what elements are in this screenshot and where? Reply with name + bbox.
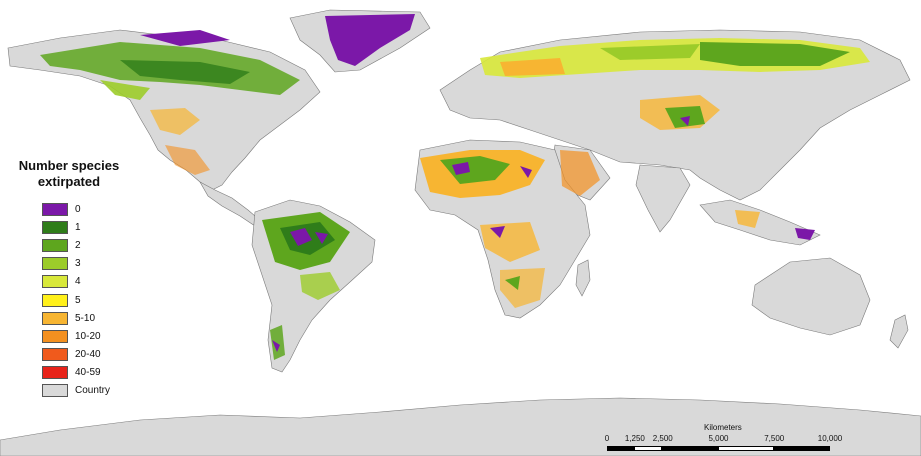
legend-swatch xyxy=(42,384,68,398)
legend-label: Country xyxy=(75,385,111,397)
legend-label: 1 xyxy=(75,221,81,233)
legend-label: 20-40 xyxy=(75,349,101,361)
legend-items: 0 1 2 3 4 5 5-10 10-20 20-40 40-59 Country xyxy=(42,200,144,400)
legend-item: 4 xyxy=(42,273,144,291)
legend-title-line1: Number species xyxy=(18,158,120,173)
scale-tick-label: 7,500 xyxy=(764,434,785,443)
legend-item: 20-40 xyxy=(42,346,144,364)
scale-segment xyxy=(607,446,634,451)
antarctica xyxy=(0,397,921,456)
scale-segment xyxy=(634,446,662,451)
legend-swatch xyxy=(42,275,68,289)
legend-item: 0 xyxy=(42,200,144,218)
scale-segment xyxy=(718,446,774,451)
new-zealand xyxy=(889,314,909,349)
legend-item: 5 xyxy=(42,291,144,309)
scale-tick-label: 2,500 xyxy=(652,434,673,443)
legend-item: 10-20 xyxy=(42,327,144,345)
legend-label: 2 xyxy=(75,239,81,251)
legend-swatch xyxy=(42,348,68,362)
legend-label: 5 xyxy=(75,294,81,306)
legend-label: 4 xyxy=(75,276,81,288)
scale-title: Kilometers xyxy=(704,423,742,432)
legend-swatch xyxy=(42,202,68,216)
scale-segment xyxy=(774,446,830,451)
legend-label: 0 xyxy=(75,203,81,215)
scale-tick-label: 5,000 xyxy=(708,434,729,443)
legend: Number species extirpated 0 1 2 3 4 5 5-10 10-2… xyxy=(14,158,144,400)
legend-item: Country xyxy=(42,382,144,400)
legend-swatch xyxy=(42,366,68,380)
legend-swatch xyxy=(42,220,68,234)
legend-label: 5-10 xyxy=(75,312,96,324)
legend-swatch xyxy=(42,311,68,325)
legend-label: 3 xyxy=(75,258,81,270)
legend-label: 40-59 xyxy=(75,367,101,379)
scale-tick-label: 1,250 xyxy=(624,434,645,443)
legend-title-line2: extirpated xyxy=(37,174,101,189)
legend-item: 1 xyxy=(42,218,144,236)
legend-swatch xyxy=(42,293,68,307)
legend-label: 10-20 xyxy=(75,330,101,342)
extirpation-shading xyxy=(40,14,870,360)
india xyxy=(635,164,691,233)
legend-item: 40-59 xyxy=(42,364,144,382)
legend-item: 2 xyxy=(42,236,144,254)
legend-item: 3 xyxy=(42,255,144,273)
scale-bar: Kilometers 0 1,250 2,500 5,000 7,500 10,000 xyxy=(600,420,850,456)
legend-swatch xyxy=(42,257,68,271)
australia xyxy=(751,257,871,336)
legend-swatch xyxy=(42,329,68,343)
scale-segment xyxy=(662,446,718,451)
madagascar xyxy=(575,259,591,297)
scale-tick-label: 10,000 xyxy=(817,434,843,443)
legend-swatch xyxy=(42,238,68,252)
scale-tick-label: 0 xyxy=(604,434,610,443)
legend-title: Number species extirpated xyxy=(14,158,124,190)
legend-item: 5-10 xyxy=(42,309,144,327)
